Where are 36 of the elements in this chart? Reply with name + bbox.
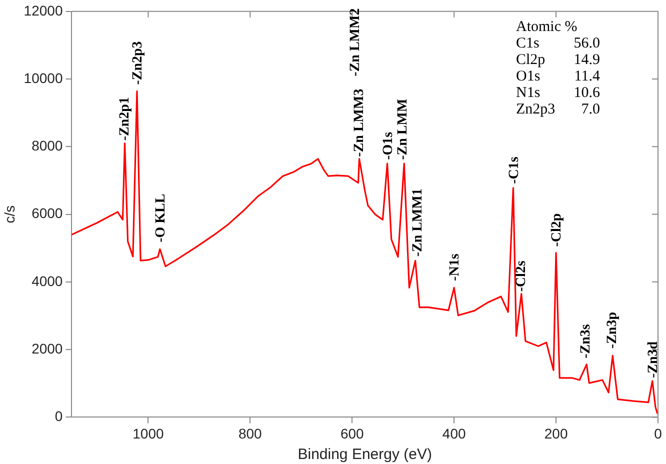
annotation: Atomic % [516, 18, 578, 35]
annotation: -O KLL [154, 194, 169, 242]
annotation: -Zn LMM2 [348, 8, 364, 76]
y-tick-label: 8000 [32, 138, 63, 154]
annotation: -Zn LMM [396, 98, 411, 160]
text: C1s 56.0 [516, 35, 600, 52]
x-tick-label: 600 [340, 425, 364, 442]
y-tick-label: 12000 [24, 2, 63, 18]
annotation: -Zn2p1 [117, 97, 132, 141]
annotation: -O1s [380, 131, 396, 160]
text: N1s 10.6 [516, 84, 600, 101]
annotation: -Zn2p3 [130, 41, 146, 85]
annotation: -C1s [506, 156, 522, 184]
y-axis-title: c/s [1, 205, 18, 224]
text: Cl2p 14.9 [516, 52, 600, 68]
x-tick-label: 0 [654, 425, 662, 442]
y-tick-label: 10000 [24, 70, 63, 86]
y-tick-label: 2000 [32, 340, 63, 356]
y-tick-label: 6000 [32, 205, 63, 222]
x-tick-label: 200 [544, 425, 568, 442]
annotation: -Zn LMM1 [410, 188, 426, 257]
annotation: -Zn3s [578, 324, 594, 358]
annotation: -Cl2p [550, 213, 565, 247]
annotation: -Zn3d [646, 341, 662, 378]
annotation: -Cl2s [514, 260, 529, 292]
y-tick-label: 0 [54, 408, 63, 424]
x-tick-label: 1000 [132, 425, 164, 442]
annotation: -N1s [448, 253, 463, 281]
x-tick-label: 400 [442, 425, 466, 442]
annotation: -Zn LMM3 [352, 88, 367, 157]
y-tick-label: 4000 [32, 272, 63, 289]
x-tick-label: 800 [238, 425, 262, 442]
text: Zn2p3 7.0 [516, 101, 600, 118]
x-axis-title: Binding Energy (eV) [298, 446, 432, 464]
annotation: -Zn3p [605, 312, 620, 349]
text: O1s 11.4 [516, 68, 600, 84]
